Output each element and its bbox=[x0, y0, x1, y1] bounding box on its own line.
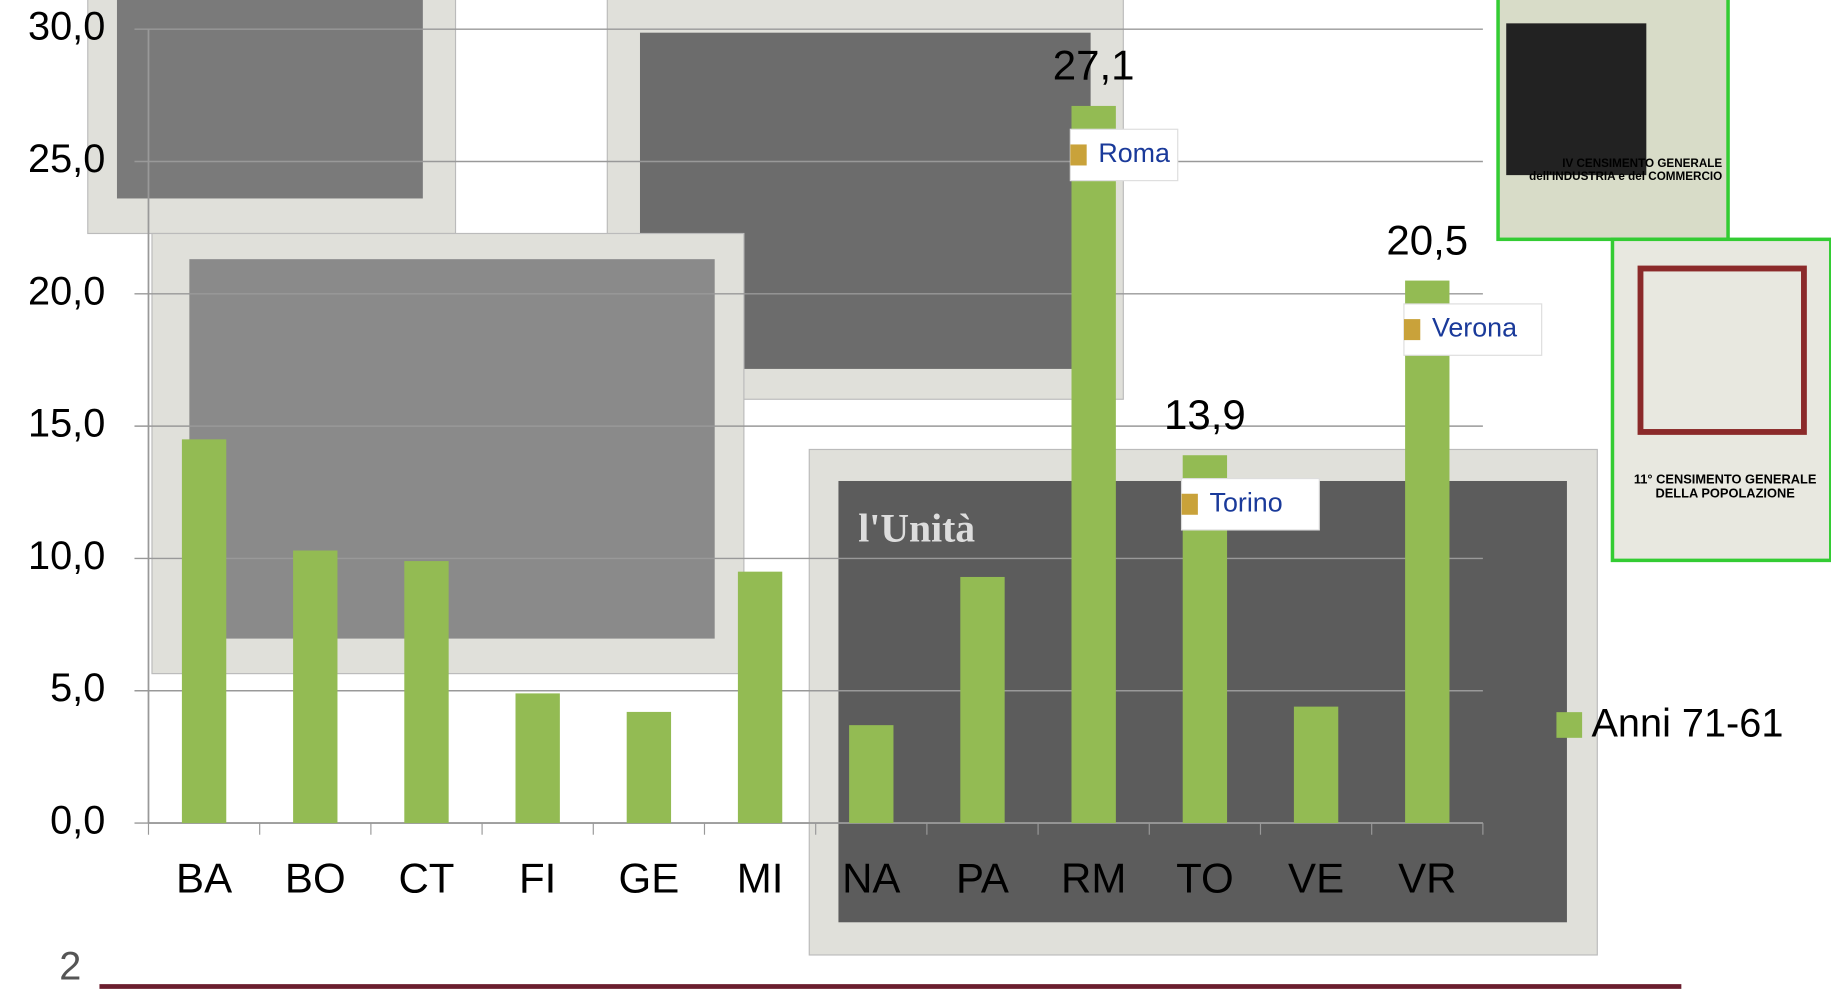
bar bbox=[849, 725, 893, 823]
page-number: 2 bbox=[59, 944, 81, 988]
poster-text: 11° CENSIMENTO GENERALE DELLA POPOLAZION… bbox=[1629, 473, 1822, 501]
data-label: 13,9 bbox=[1164, 391, 1246, 438]
poster-art bbox=[1506, 23, 1646, 175]
bar bbox=[1405, 281, 1449, 823]
legend-swatch bbox=[1556, 712, 1582, 738]
x-tick-label: GE bbox=[619, 855, 680, 902]
x-tick-label: FI bbox=[519, 855, 556, 902]
poster-text: IV CENSIMENTO GENERALE dell'INDUSTRIA e … bbox=[1518, 158, 1722, 205]
photos: l'Unità IV CENSIMENTO GENERALE dell'INDU… bbox=[88, 0, 1831, 955]
x-tick-label: BA bbox=[176, 855, 232, 902]
x-tick-label: RM bbox=[1061, 855, 1126, 902]
x-tick-label: NA bbox=[842, 855, 900, 902]
y-tick-label: 10,0 bbox=[28, 534, 105, 578]
bar bbox=[960, 577, 1004, 823]
bar bbox=[293, 550, 337, 823]
city-tag-text: Verona bbox=[1432, 313, 1517, 343]
y-tick-label: 5,0 bbox=[50, 666, 105, 710]
poster-text: IV CENSIMENTO GENERALE dell'INDUSTRIA e … bbox=[1518, 158, 1722, 184]
x-tick-label: CT bbox=[398, 855, 454, 902]
x-tick-label: MI bbox=[737, 855, 784, 902]
bar bbox=[404, 561, 448, 823]
city-crest bbox=[1182, 494, 1198, 515]
bar bbox=[1072, 106, 1116, 823]
city-tag-text: Roma bbox=[1098, 138, 1170, 168]
y-tick-label: 0,0 bbox=[50, 799, 105, 843]
y-tick-label: 25,0 bbox=[28, 137, 105, 181]
x-tick-label: TO bbox=[1176, 855, 1234, 902]
legend-label: Anni 71-61 bbox=[1591, 702, 1783, 746]
newspaper-title: l'Unità bbox=[858, 506, 975, 550]
bar bbox=[516, 693, 560, 823]
city-crest bbox=[1404, 319, 1420, 340]
bar bbox=[1294, 707, 1338, 823]
y-tick-label: 15,0 bbox=[28, 402, 105, 446]
city-crest bbox=[1070, 144, 1086, 165]
x-tick-label: VE bbox=[1288, 855, 1344, 902]
poster-text: 11° CENSIMENTO GENERALE DELLA POPOLAZION… bbox=[1629, 473, 1822, 531]
city-tag-text: Torino bbox=[1210, 487, 1283, 517]
y-tick-label: 20,0 bbox=[28, 269, 105, 313]
data-label: 27,1 bbox=[1053, 42, 1135, 89]
x-tick-label: BO bbox=[285, 855, 346, 902]
x-tick-label: PA bbox=[956, 855, 1009, 902]
photo bbox=[189, 259, 714, 638]
bar bbox=[182, 439, 226, 823]
data-label: 20,5 bbox=[1386, 216, 1468, 263]
slide: l'Unità IV CENSIMENTO GENERALE dell'INDU… bbox=[0, 0, 1831, 990]
page: l'Unità IV CENSIMENTO GENERALE dell'INDU… bbox=[0, 0, 1831, 990]
bar bbox=[738, 572, 782, 823]
y-tick-label: 30,0 bbox=[28, 5, 105, 49]
x-tick-label: VR bbox=[1398, 855, 1456, 902]
bar bbox=[627, 712, 671, 823]
